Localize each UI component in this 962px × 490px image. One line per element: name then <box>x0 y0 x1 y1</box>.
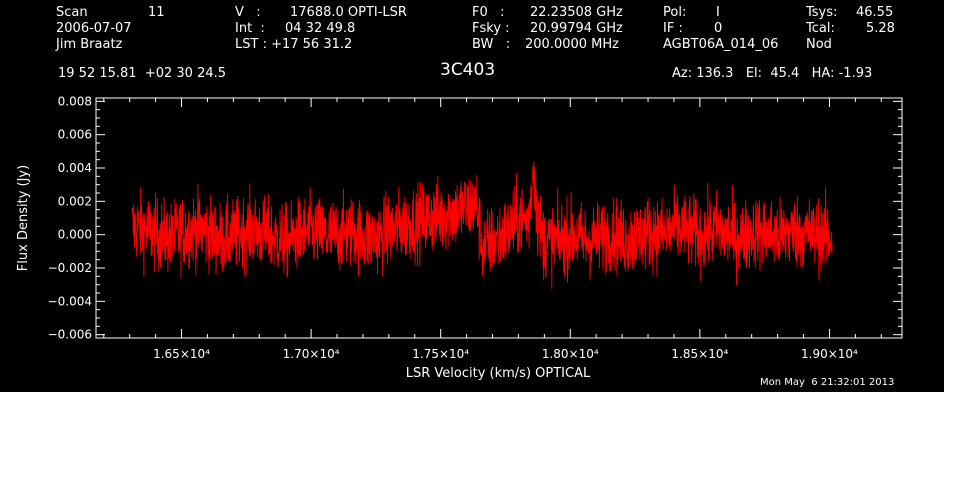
x-tick-label: 1.75×10⁴ <box>412 347 469 361</box>
spectrum-trace <box>131 161 833 290</box>
scan-label: Scan <box>56 5 88 20</box>
int-label: Int : <box>235 21 265 36</box>
x-tick-label: 1.85×10⁴ <box>671 347 728 361</box>
x-tick-label: 1.70×10⁴ <box>283 347 340 361</box>
fsky-value: 20.99794 GHz <box>530 21 623 36</box>
az-el-ha: Az: 136.3 El: 45.4 HA: -1.93 <box>672 66 873 81</box>
plot-frame <box>95 97 903 339</box>
tsys-label: Tsys: <box>806 5 838 20</box>
velocity-value: 17688.0 OPTI-LSR <box>290 5 407 20</box>
project-id: AGBT06A_014_06 <box>663 37 779 52</box>
obs-mode: Nod <box>806 37 832 52</box>
scan-value: 11 <box>148 5 165 20</box>
y-tick-label: 0.002 <box>58 194 92 208</box>
f0-value: 22.23508 GHz <box>530 5 623 20</box>
y-tick-label: 0.000 <box>58 228 92 242</box>
bw-label: BW : <box>472 37 511 52</box>
if-label: IF : <box>663 21 683 36</box>
pol-value: I <box>716 5 720 20</box>
ra-dec-coords: 19 52 15.81 +02 30 24.5 <box>58 66 227 81</box>
y-tick-label: −0.004 <box>48 294 92 308</box>
axis-ticks-layer <box>96 98 902 338</box>
y-tick-label: −0.006 <box>48 328 92 342</box>
source-name: 3C403 <box>440 60 496 80</box>
y-tick-label: 0.004 <box>58 161 92 175</box>
plot-timestamp: Mon May 6 21:32:01 2013 <box>760 377 895 388</box>
x-tick-label: 1.90×10⁴ <box>801 347 858 361</box>
velocity-label: V : <box>235 5 261 20</box>
y-axis-title: Flux Density (Jy) <box>16 165 31 271</box>
plot-panel: Scan 11 2006-07-07 Jim Braatz V : 17688.… <box>0 0 944 392</box>
lst-value: LST : +17 56 31.2 <box>235 37 353 52</box>
obs-date: 2006-07-07 <box>56 21 132 36</box>
spectrum-chart: 1.65×10⁴ 1.70×10⁴ 1.75×10⁴ 1.80×10⁴ 1.85×10⁴… <box>16 94 903 381</box>
x-tick-label: 1.65×10⁴ <box>153 347 210 361</box>
tcal-label: Tcal: <box>806 21 835 36</box>
y-tick-label: −0.002 <box>48 261 92 275</box>
f0-label: F0 : <box>472 5 505 20</box>
spectrum-trace-layer <box>131 161 833 290</box>
observer-name: Jim Braatz <box>56 37 123 52</box>
tick-labels-layer: 1.65×10⁴ 1.70×10⁴ 1.75×10⁴ 1.80×10⁴ 1.85×10⁴… <box>48 94 858 361</box>
tcal-value: 5.28 <box>866 21 895 36</box>
pol-label: Pol: <box>663 5 687 20</box>
y-tick-label: 0.006 <box>58 128 92 142</box>
int-value: 04 32 49.8 <box>285 21 356 36</box>
tsys-value: 46.55 <box>856 5 894 20</box>
y-tick-label: 0.008 <box>58 94 92 108</box>
fsky-label: Fsky : <box>472 21 510 36</box>
if-value: 0 <box>714 21 723 36</box>
bw-value: 200.0000 MHz <box>525 37 619 52</box>
x-tick-label: 1.80×10⁴ <box>542 347 599 361</box>
x-axis-title: LSR Velocity (km/s) OPTICAL <box>406 366 591 381</box>
